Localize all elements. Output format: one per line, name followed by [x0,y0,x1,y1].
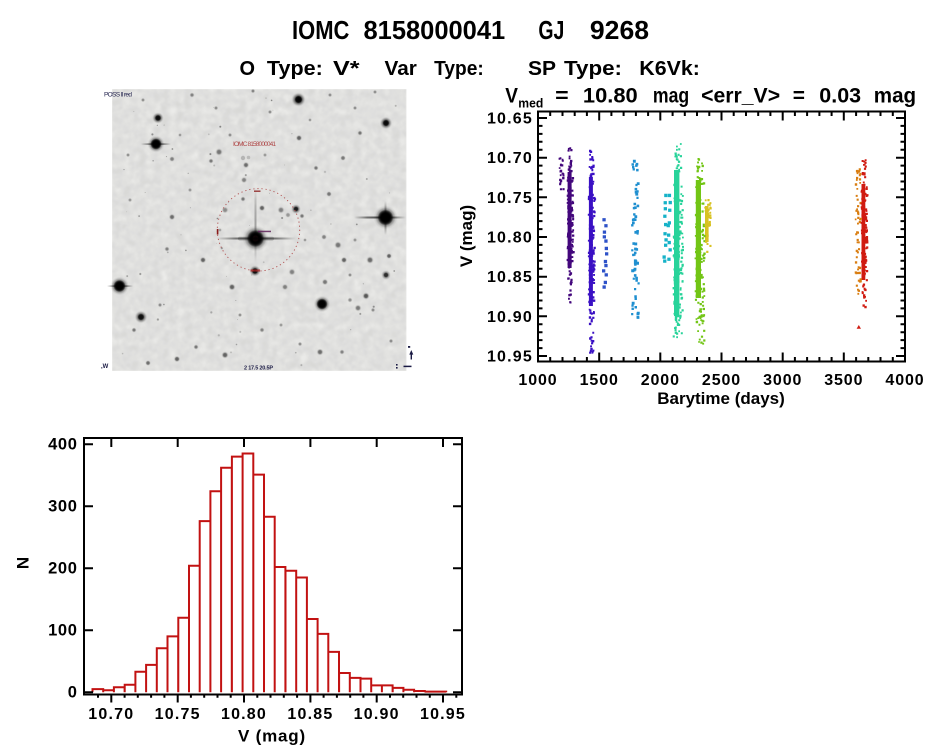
svg-text:IOMC 8158000041: IOMC 8158000041 [233,141,276,148]
svg-text:10.80: 10.80 [583,85,638,108]
svg-text:POSS II red: POSS II red [104,92,132,99]
svg-text:200: 200 [48,560,77,578]
svg-text:10.70: 10.70 [88,706,134,723]
svg-text:400: 400 [48,436,77,454]
svg-text:10.85: 10.85 [287,706,333,723]
svg-text:Type:: Type: [267,57,323,80]
svg-text:V (mag): V (mag) [457,205,476,267]
svg-text:K6Vk:: K6Vk: [639,57,700,80]
svg-text:SP: SP [528,57,556,80]
svg-text:IOMC: IOMC [292,15,350,45]
svg-text:V*: V* [333,57,360,80]
svg-text:8158000041: 8158000041 [364,15,506,45]
svg-text:10.85: 10.85 [487,269,533,286]
svg-text:V (mag): V (mag) [238,727,306,746]
svg-text:10.65: 10.65 [487,111,533,128]
svg-text:9268: 9268 [590,15,649,45]
svg-text:Type:: Type: [564,57,622,80]
svg-text:300: 300 [48,498,77,516]
svg-text:1000: 1000 [518,372,557,389]
svg-text:=: = [555,85,569,108]
svg-text:10.90: 10.90 [354,706,400,723]
svg-text:10.75: 10.75 [487,190,533,207]
svg-text:0: 0 [68,684,78,702]
svg-text:0.03: 0.03 [819,85,861,108]
svg-text:Var: Var [385,57,417,80]
svg-text:10.95: 10.95 [487,349,533,366]
svg-text:<err_V>: <err_V> [701,85,780,108]
svg-text:O: O [240,57,256,80]
svg-text:2500: 2500 [702,372,741,389]
svg-text:10.75: 10.75 [155,706,201,723]
svg-text:N: N [14,557,33,569]
svg-text:Barytime (days): Barytime (days) [657,389,785,408]
svg-text:V: V [505,85,518,108]
svg-text:3500: 3500 [824,372,863,389]
svg-text:10.70: 10.70 [487,150,533,167]
svg-text:100: 100 [48,622,77,640]
svg-text:10.95: 10.95 [420,706,466,723]
svg-text:10.90: 10.90 [487,309,533,326]
svg-text:3000: 3000 [763,372,802,389]
svg-text:med: med [518,97,543,111]
svg-text:1500: 1500 [580,372,619,389]
svg-text:mag: mag [874,85,916,108]
svg-text:,W: ,W [101,364,109,370]
svg-text:GJ: GJ [538,15,564,45]
svg-text:10.80: 10.80 [487,230,533,247]
svg-text:mag: mag [653,85,689,108]
svg-text:2000: 2000 [641,372,680,389]
svg-text:=: = [793,85,805,108]
svg-text:4000: 4000 [885,372,924,389]
svg-text:10.80: 10.80 [221,706,267,723]
svg-text:Type:: Type: [434,57,484,80]
svg-text:2 17.5 20.5P: 2 17.5 20.5P [244,366,273,372]
